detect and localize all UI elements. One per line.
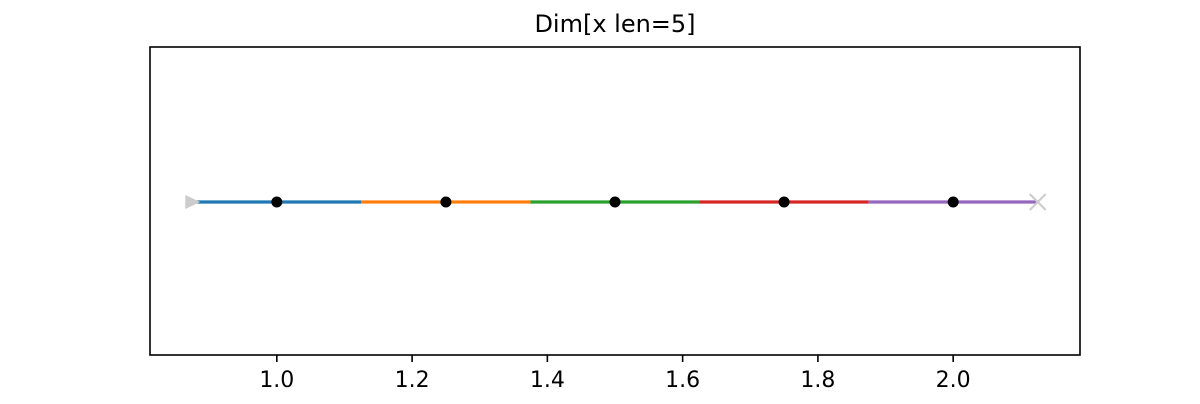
- data-point-1: [271, 196, 283, 208]
- plot-frame: [149, 46, 1081, 356]
- x-tick-label-2: 1.2: [395, 368, 430, 393]
- data-point-3: [609, 196, 621, 208]
- x-tick-label-4: 1.6: [665, 368, 700, 393]
- chart-title: Dim[x len=5]: [534, 10, 695, 38]
- end-marker-stroke-2: [1029, 193, 1047, 211]
- chart-marks: [185, 193, 1047, 211]
- x-axis: 1.0 1.2 1.4 1.6 1.8 2.0: [259, 355, 971, 393]
- data-point-4: [778, 196, 790, 208]
- x-tick-label-6: 2.0: [936, 368, 971, 393]
- data-point-5: [947, 196, 959, 208]
- x-tick-label-1: 1.0: [259, 368, 294, 393]
- x-tick-label-3: 1.4: [530, 368, 565, 393]
- end-marker: [1029, 193, 1047, 211]
- start-marker: [185, 195, 201, 209]
- x-tick-label-5: 1.8: [800, 368, 835, 393]
- data-point-2: [440, 196, 452, 208]
